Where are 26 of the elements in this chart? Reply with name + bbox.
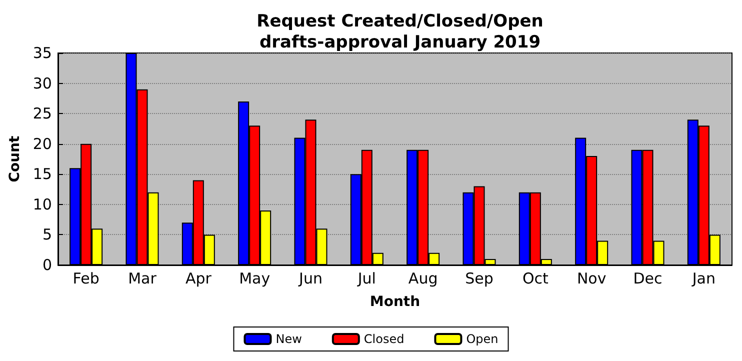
x-tick-label: May	[239, 270, 270, 288]
x-tick-label: Apr	[185, 270, 212, 288]
x-axis-title: Month	[370, 294, 420, 310]
x-tick-label: Feb	[72, 270, 100, 288]
y-tick-label: 5	[42, 226, 52, 244]
x-tick-label: Jan	[691, 270, 716, 288]
x-tick-label: Oct	[522, 270, 548, 288]
legend-label: Closed	[364, 332, 404, 346]
x-tick-label: Dec	[633, 270, 662, 288]
y-tick-label: 20	[32, 134, 52, 153]
x-tick-label: Sep	[465, 270, 494, 288]
legend-label: Open	[466, 332, 498, 346]
y-tick-label: 0	[42, 256, 52, 274]
x-tick-label: Nov	[576, 270, 606, 288]
legend-label: New	[276, 332, 302, 346]
y-tick-label: 30	[32, 74, 52, 92]
y-axis-title: Count	[7, 135, 23, 182]
chart-title: Request Created/Closed/Open drafts-approval January 2019	[256, 12, 544, 52]
x-tick-label: Jun	[298, 270, 322, 288]
y-tick-label: 25	[32, 104, 52, 123]
x-tick-label: Mar	[128, 270, 158, 288]
y-tick-label: 15	[32, 165, 52, 184]
y-tick-label: 35	[32, 44, 52, 62]
x-tick-label: Aug	[408, 270, 438, 288]
y-tick-label: 10	[32, 195, 52, 214]
x-tick-label: Jul	[356, 270, 376, 288]
